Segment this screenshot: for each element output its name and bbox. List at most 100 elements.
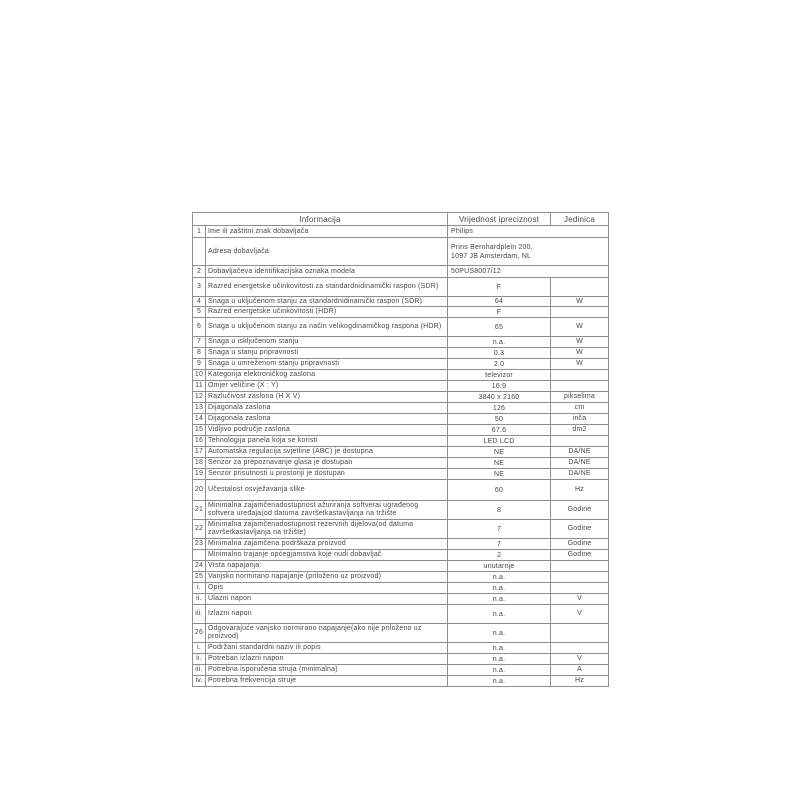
- info-label-cell: Opis: [204, 582, 449, 594]
- info-label-cell: Učestalost osvježavanja slike: [204, 479, 449, 501]
- value-cell: 64: [447, 296, 552, 307]
- info-label-text: Dijagonala zaslona: [208, 415, 271, 422]
- value-text: televizor: [485, 371, 513, 379]
- table-row: 4 Snaga u uključenom stanju za standardni…: [192, 296, 610, 307]
- unit-cell: W: [550, 317, 610, 337]
- table-row: 21 Minimalna zajamčenadostupnost ažuriran…: [192, 500, 610, 520]
- value-text: unutarnje: [483, 562, 515, 570]
- value-cell: Prins Bernhardplein 200, 1097 JB Amsterd…: [447, 237, 610, 266]
- value-cell: 8: [447, 500, 552, 520]
- info-label-text: Potrebna frekvencija struje: [208, 677, 297, 684]
- unit-cell: [550, 582, 610, 594]
- row-number-cell: ii.: [192, 593, 206, 605]
- value-text: n.a.: [492, 677, 506, 685]
- info-label-cell: Potreban izlazni napon: [204, 653, 449, 665]
- value-cell: 2.0: [447, 358, 552, 370]
- table-row: 17 Automatska regulacija svjetline (ABC) …: [192, 446, 610, 458]
- info-label-cell: Razred energetske učinkovitosti za stand…: [204, 277, 449, 297]
- unit-cell: Godine: [550, 519, 610, 539]
- value-text: n.a.: [492, 629, 506, 637]
- info-label-cell: Snaga u isključenom stanju: [204, 336, 449, 348]
- value-cell: 67.6: [447, 424, 552, 436]
- unit-cell: V: [550, 593, 610, 605]
- table-header-row: Informacija Vrijednost ipreciznost Jedin…: [191, 212, 610, 226]
- info-label-cell: Minimalna zajamčenadostupnost rezervnih …: [204, 519, 449, 539]
- table-row: 18 Senzor za prepoznavanje glasa je dostu…: [192, 457, 610, 469]
- info-label-cell: Snaga u uključenom stanju za standardnid…: [204, 296, 449, 307]
- value-text: 65: [494, 323, 504, 331]
- table-row: 15 Vidljivo područje zaslona 67.6 dm2: [192, 424, 610, 436]
- unit-cell: W: [550, 336, 610, 348]
- row-number-cell: 16: [192, 435, 206, 447]
- value-cell: n.a.: [447, 593, 552, 605]
- value-text: 2.0: [493, 360, 505, 368]
- unit-cell: Godine: [550, 549, 610, 561]
- info-label-text: Razred energetske učinkovitosti za stand…: [208, 283, 439, 290]
- unit-cell: A: [550, 664, 610, 676]
- info-label-text: Snaga u uključenom stanju za način velik…: [208, 323, 442, 330]
- value-cell: NE: [447, 446, 552, 458]
- info-label-text: Snaga u isključenom stanju: [208, 338, 299, 345]
- value-text: NE: [493, 448, 505, 456]
- value-cell: LED LCD: [447, 435, 552, 447]
- unit-cell: [550, 380, 610, 392]
- info-label-text: Vidljivo područje zaslona: [208, 426, 290, 433]
- info-label-text: Senzor za prepoznavanje glasa je dostupa…: [208, 459, 353, 466]
- info-label-text: Senzor prisutnosti u prostoriji je dostu…: [208, 470, 346, 477]
- value-text: 2: [496, 551, 502, 559]
- value-text: 16:9: [491, 382, 507, 390]
- info-label-cell: Minimalna zajamčena podrškaza proizvod: [204, 538, 449, 550]
- value-text: Philips: [451, 228, 474, 235]
- table-row: ii. Potreban izlazni napon n.a. V: [192, 653, 610, 665]
- info-label-text: Kategorija elektroničkog zaslona: [208, 371, 316, 378]
- info-label-text: Minimalno trajanje općegjamstva koje nud…: [208, 551, 382, 558]
- table-row: Minimalno trajanje općegjamstva koje nud…: [192, 549, 610, 561]
- table-row: i. Podržani standardni naziv ili popis n.a…: [192, 642, 610, 654]
- info-label-text: Adresa dobavljača: [208, 247, 269, 255]
- info-label-text: Minimalna zajamčena podrškaza proizvod: [208, 540, 346, 547]
- table-row: 24 Vrsta napajanja: unutarnje: [192, 560, 610, 572]
- value-cell: n.a.: [447, 604, 552, 624]
- value-text: 50PUS8007/12: [451, 268, 501, 275]
- unit-cell: dm2: [550, 424, 610, 436]
- value-cell: n.a.: [447, 571, 552, 583]
- table-row: i. Opis n.a.: [192, 582, 610, 594]
- table-row: Adresa dobavljača Prins Bernhardplein 200…: [192, 237, 610, 266]
- info-label-cell: Minimalno trajanje općegjamstva koje nud…: [204, 549, 449, 561]
- unit-cell: [550, 560, 610, 572]
- info-label-cell: Tehnologija panela koja se koristi: [204, 435, 449, 447]
- row-number-cell: iii.: [192, 664, 206, 676]
- info-label-cell: Senzor za prepoznavanje glasa je dostupa…: [204, 457, 449, 469]
- unit-cell: DA/NE: [550, 468, 610, 480]
- info-label-cell: Dobavljačeva identifikacijska oznaka mod…: [204, 265, 449, 278]
- value-text: n.a.: [492, 655, 506, 663]
- value-cell: n.a.: [447, 582, 552, 594]
- row-number-cell: 19: [192, 468, 206, 480]
- info-label-text: Automatska regulacija svjetline (ABC) je…: [208, 448, 374, 455]
- product-information-table: Informacija Vrijednost ipreciznost Jedin…: [191, 212, 610, 687]
- info-label-cell: Vanjsko normirano napajanje (priloženo u…: [204, 571, 449, 583]
- info-label-cell: Izlazni napon: [204, 604, 449, 624]
- value-text: Prins Bernhardplein 200, 1097 JB Amsterd…: [451, 243, 533, 260]
- value-cell: n.a.: [447, 336, 552, 348]
- unit-cell: [550, 571, 610, 583]
- info-label-text: Tehnologija panela koja se koristi: [208, 437, 318, 444]
- unit-cell: cm: [550, 402, 610, 414]
- info-label-cell: Odgovarajuće vanjsko normirano napajanje…: [204, 623, 449, 643]
- table-row: 16 Tehnologija panela koja se koristi LED …: [192, 435, 610, 447]
- table-row: 23 Minimalna zajamčena podrškaza proizvod…: [192, 538, 610, 550]
- table-row: 25 Vanjsko normirano napajanje (priloženo…: [192, 571, 610, 583]
- value-cell: 7: [447, 519, 552, 539]
- header-informacija: Informacija: [191, 212, 449, 226]
- value-cell: n.a.: [447, 623, 552, 643]
- value-text: 126: [492, 404, 506, 412]
- header-vrijednost: Vrijednost ipreciznost: [447, 212, 552, 226]
- value-text: 67.6: [491, 426, 507, 434]
- value-text: NE: [493, 459, 505, 467]
- value-text: n.a.: [492, 610, 506, 618]
- value-text: LED LCD: [483, 437, 515, 445]
- value-cell: 65: [447, 317, 552, 337]
- unit-cell: pikselima: [550, 391, 610, 403]
- row-number-cell: 4: [192, 296, 206, 307]
- info-label-cell: Ulazni napon: [204, 593, 449, 605]
